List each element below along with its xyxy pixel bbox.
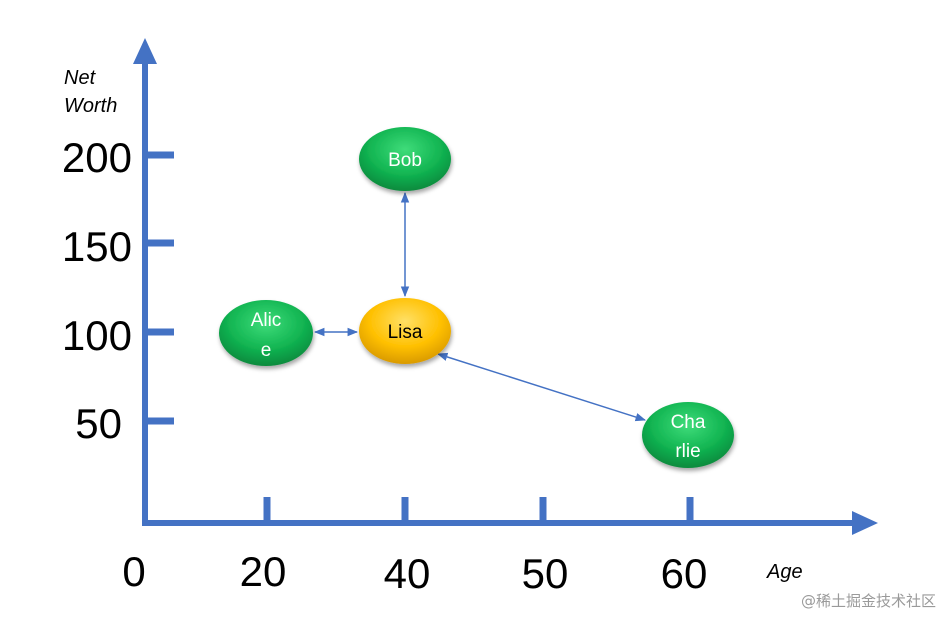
node-alice-label-line1: Alic bbox=[251, 310, 282, 331]
x-axis-arrowhead bbox=[852, 511, 878, 535]
y-ticks bbox=[145, 151, 174, 425]
y-tick-label: 150 bbox=[62, 223, 132, 270]
x-axis bbox=[142, 511, 878, 535]
node-charlie[interactable] bbox=[642, 402, 734, 468]
edge-lisa-charlie bbox=[436, 352, 647, 422]
y-tick-label: 50 bbox=[75, 400, 122, 447]
x-ticks bbox=[263, 497, 694, 523]
y-axis-title: Net Worth bbox=[64, 67, 117, 117]
node-lisa-shape[interactable] bbox=[359, 298, 451, 364]
x-tick-labels: 0 20 40 50 60 bbox=[122, 548, 707, 597]
node-lisa-label: Lisa bbox=[388, 322, 423, 343]
node-alice[interactable] bbox=[219, 300, 313, 366]
y-axis-title-line1: Net bbox=[64, 67, 97, 89]
y-axis-title-line2: Worth bbox=[64, 95, 117, 117]
y-tick-labels: 200 150 100 50 bbox=[62, 134, 132, 447]
connectors bbox=[313, 191, 647, 422]
x-origin-label: 0 bbox=[122, 548, 145, 595]
node-charlie-shape[interactable] bbox=[642, 402, 734, 468]
x-tick-label: 20 bbox=[240, 548, 287, 595]
x-tick-label: 60 bbox=[661, 550, 708, 597]
node-lisa[interactable] bbox=[359, 298, 451, 364]
node-bob-shape[interactable] bbox=[359, 127, 451, 191]
x-axis-title: Age bbox=[766, 561, 803, 583]
node-alice-shape[interactable] bbox=[219, 300, 313, 366]
node-charlie-label-line2: rlie bbox=[675, 441, 700, 462]
x-tick-label: 40 bbox=[384, 550, 431, 597]
watermark-text: @稀土掘金技术社区 bbox=[801, 592, 936, 610]
y-tick-label: 200 bbox=[62, 134, 132, 181]
x-tick-label: 50 bbox=[522, 550, 569, 597]
y-axis-arrowhead bbox=[133, 38, 157, 64]
node-charlie-label-line1: Cha bbox=[671, 412, 706, 433]
y-tick-label: 100 bbox=[62, 312, 132, 359]
node-bob[interactable] bbox=[359, 127, 451, 191]
node-alice-label-line2: e bbox=[261, 340, 272, 361]
node-bob-label: Bob bbox=[388, 150, 422, 171]
y-axis bbox=[133, 38, 157, 523]
